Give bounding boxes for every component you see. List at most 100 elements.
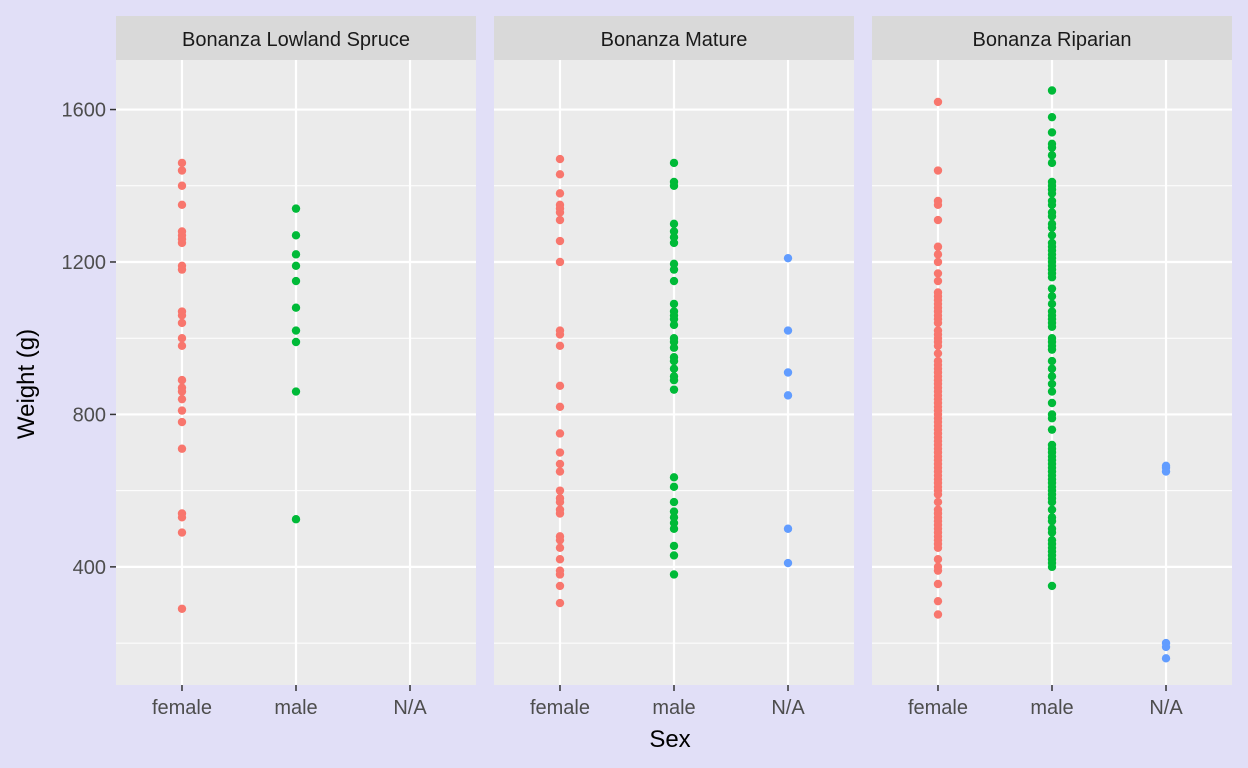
data-point — [933, 555, 943, 564]
data-point — [1047, 516, 1057, 526]
data-point — [1161, 467, 1171, 476]
data-point — [1047, 356, 1057, 366]
data-point — [555, 236, 565, 246]
data-point — [669, 375, 679, 385]
data-point — [177, 158, 187, 168]
data-point — [669, 541, 679, 551]
data-point — [669, 551, 679, 560]
data-point — [177, 341, 187, 351]
data-point — [669, 482, 679, 492]
data-point — [555, 330, 565, 339]
data-point — [177, 444, 187, 453]
data-point — [555, 257, 565, 267]
data-point — [783, 524, 793, 533]
data-point — [555, 598, 565, 608]
data-point — [555, 381, 565, 391]
data-point — [1047, 284, 1057, 293]
data-point — [669, 364, 679, 373]
y-tick-label: 400 — [73, 557, 106, 579]
data-point — [1161, 642, 1171, 652]
data-point — [555, 486, 565, 495]
data-point — [669, 320, 679, 330]
data-point — [291, 303, 301, 312]
facet-title: Bonanza Riparian — [973, 29, 1132, 51]
facet-title: Bonanza Mature — [601, 29, 748, 51]
data-point — [783, 326, 793, 335]
data-point — [291, 231, 301, 240]
facet-panel: Bonanza Mature female male N/A — [494, 16, 854, 719]
data-point — [555, 535, 565, 545]
facet-panel: Bonanza Riparian female male N/A — [872, 16, 1232, 719]
data-point — [291, 276, 301, 286]
facet-strip — [872, 16, 1232, 60]
data-point — [177, 318, 187, 328]
data-point — [1047, 528, 1057, 537]
data-point — [1047, 200, 1057, 210]
data-point — [1047, 414, 1057, 423]
data-point — [177, 406, 187, 415]
data-point — [1047, 223, 1057, 232]
data-point — [669, 497, 679, 507]
data-point — [291, 515, 301, 524]
y-axis: 400 800 1200 1600 — [62, 100, 116, 579]
data-point — [933, 579, 943, 589]
data-point — [555, 448, 565, 457]
data-point — [1047, 128, 1057, 137]
data-point — [1047, 322, 1057, 331]
data-point — [669, 181, 679, 190]
x-tick-label: male — [274, 697, 317, 719]
y-axis-title: Weight (g) — [13, 329, 40, 439]
data-point — [555, 459, 565, 469]
data-point — [933, 497, 943, 507]
data-point — [933, 242, 943, 251]
facet-strip — [116, 16, 476, 60]
data-point — [177, 513, 187, 522]
data-point — [1047, 581, 1057, 591]
data-point — [933, 349, 943, 358]
data-point — [177, 265, 187, 274]
data-point — [1047, 398, 1057, 408]
data-point — [1047, 379, 1057, 389]
data-point — [291, 261, 301, 270]
data-point — [783, 253, 793, 263]
data-point — [555, 555, 565, 564]
data-point — [291, 326, 301, 335]
data-point — [933, 215, 943, 225]
data-point — [1161, 654, 1171, 663]
data-point — [1047, 189, 1057, 198]
x-tick-label: N/A — [393, 697, 427, 719]
data-point — [1047, 112, 1057, 122]
data-point — [933, 250, 943, 259]
data-point — [669, 265, 679, 274]
data-point — [555, 497, 565, 507]
x-tick-label: female — [530, 697, 590, 719]
data-point — [933, 269, 943, 278]
x-tick-label: N/A — [1149, 697, 1183, 719]
y-tick-label: 800 — [73, 404, 106, 426]
data-point — [1047, 505, 1057, 514]
data-point — [933, 341, 943, 351]
data-point — [933, 490, 943, 499]
data-point — [669, 299, 679, 309]
data-point — [933, 276, 943, 286]
data-point — [1047, 299, 1057, 309]
x-tick-label: female — [908, 697, 968, 719]
data-point — [555, 429, 565, 438]
data-point — [177, 200, 187, 210]
data-point — [177, 528, 187, 537]
data-point — [933, 97, 943, 107]
data-point — [669, 219, 679, 229]
data-point — [1047, 86, 1057, 95]
data-point — [933, 257, 943, 267]
data-point — [669, 276, 679, 286]
x-tick-label: male — [652, 697, 695, 719]
data-point — [177, 387, 187, 396]
y-tick-label: 1200 — [62, 252, 107, 274]
data-point — [177, 417, 187, 427]
data-point — [669, 385, 679, 394]
data-point — [555, 170, 565, 179]
data-point — [555, 543, 565, 553]
data-point — [1047, 372, 1057, 381]
facet-panel: Bonanza Lowland Spruce female male N/A — [116, 16, 476, 719]
